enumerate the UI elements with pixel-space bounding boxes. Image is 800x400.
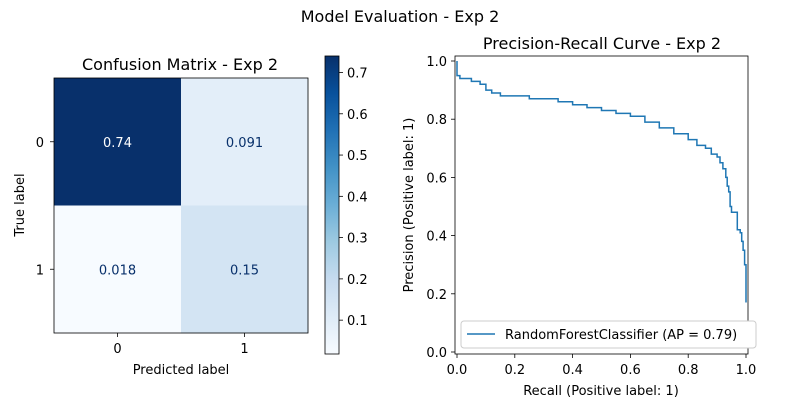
confusion-matrix-cell bbox=[54, 205, 182, 334]
confusion-matrix-xtick-label: 0 bbox=[113, 342, 121, 357]
pr-xlabel: Recall (Positive label: 1) bbox=[523, 384, 679, 399]
pr-xtick-label: 0.4 bbox=[562, 363, 583, 378]
pr-legend-label: RandomForestClassifier (AP = 0.79) bbox=[505, 328, 737, 343]
confusion-matrix-ytick-label: 0 bbox=[36, 136, 44, 151]
confusion-matrix-ylabel: True label bbox=[13, 173, 28, 237]
colorbar-tick-label: 0.7 bbox=[347, 67, 368, 82]
pr-ytick-label: 1.0 bbox=[426, 55, 447, 70]
confusion-matrix-frame bbox=[53, 77, 309, 334]
pr-legend-box bbox=[460, 320, 757, 349]
pr-ytick-label: 0.6 bbox=[426, 171, 447, 186]
confusion-matrix-ytick-label: 1 bbox=[36, 263, 44, 278]
colorbar-tick-label: 0.3 bbox=[347, 232, 368, 247]
colorbar-tick-label: 0.1 bbox=[347, 314, 368, 329]
confusion-matrix-cell bbox=[181, 205, 309, 334]
colorbar-tick-label: 0.2 bbox=[347, 273, 368, 288]
precision-recall-chart: Precision-Recall Curve - Exp 2 0.0 0.2 0.4… bbox=[402, 34, 757, 399]
confusion-matrix-xlabel: Predicted label bbox=[133, 363, 230, 378]
pr-legend: RandomForestClassifier (AP = 0.79) bbox=[460, 320, 757, 349]
pr-ytick-label: 0.8 bbox=[426, 113, 447, 128]
confusion-matrix-cell-label: 0.018 bbox=[99, 263, 136, 278]
pr-xtick-label: 0.2 bbox=[504, 363, 525, 378]
confusion-matrix-ticks: 0 1 0 1 bbox=[36, 136, 249, 357]
pr-xtick-label: 0.0 bbox=[447, 363, 468, 378]
colorbar-tick-label: 0.4 bbox=[347, 190, 368, 205]
pr-xtick-label: 1.0 bbox=[736, 363, 757, 378]
confusion-matrix-cell-label: 0.74 bbox=[103, 136, 132, 151]
pr-ytick-label: 0.0 bbox=[426, 346, 447, 361]
figure-suptitle: Model Evaluation - Exp 2 bbox=[301, 7, 500, 26]
colorbar-tick-label: 0.6 bbox=[347, 108, 368, 123]
pr-ylabel: Precision (Positive label: 1) bbox=[402, 118, 417, 293]
colorbar-tick-label: 0.5 bbox=[347, 149, 368, 164]
pr-ytick-label: 0.4 bbox=[426, 230, 447, 245]
colorbar: 0.1 0.2 0.3 0.4 0.5 0.6 0.7 bbox=[324, 55, 368, 355]
pr-axes-frame bbox=[454, 55, 749, 355]
pr-title: Precision-Recall Curve - Exp 2 bbox=[483, 34, 721, 53]
confusion-matrix-xtick-label: 1 bbox=[240, 342, 248, 357]
pr-xtick-label: 0.8 bbox=[678, 363, 699, 378]
confusion-matrix-cell-label: 0.15 bbox=[230, 263, 259, 278]
confusion-matrix-cells: 0.74 0.091 0.018 0.15 bbox=[54, 78, 309, 334]
confusion-matrix-cell-label: 0.091 bbox=[226, 136, 263, 151]
pr-series-line bbox=[456, 61, 747, 303]
confusion-matrix-cell bbox=[54, 78, 182, 206]
pr-xtick-label: 0.6 bbox=[620, 363, 641, 378]
confusion-matrix-cell bbox=[181, 78, 309, 206]
pr-ytick-label: 0.2 bbox=[426, 288, 447, 303]
colorbar-ticks: 0.1 0.2 0.3 0.4 0.5 0.6 0.7 bbox=[339, 67, 368, 329]
confusion-matrix-title: Confusion Matrix - Exp 2 bbox=[82, 55, 278, 74]
pr-ticks: 0.0 0.2 0.4 0.6 0.8 1.0 0.0 0.2 0.4 0.6 0.8 1.0 bbox=[426, 55, 756, 378]
colorbar-gradient bbox=[324, 55, 340, 355]
